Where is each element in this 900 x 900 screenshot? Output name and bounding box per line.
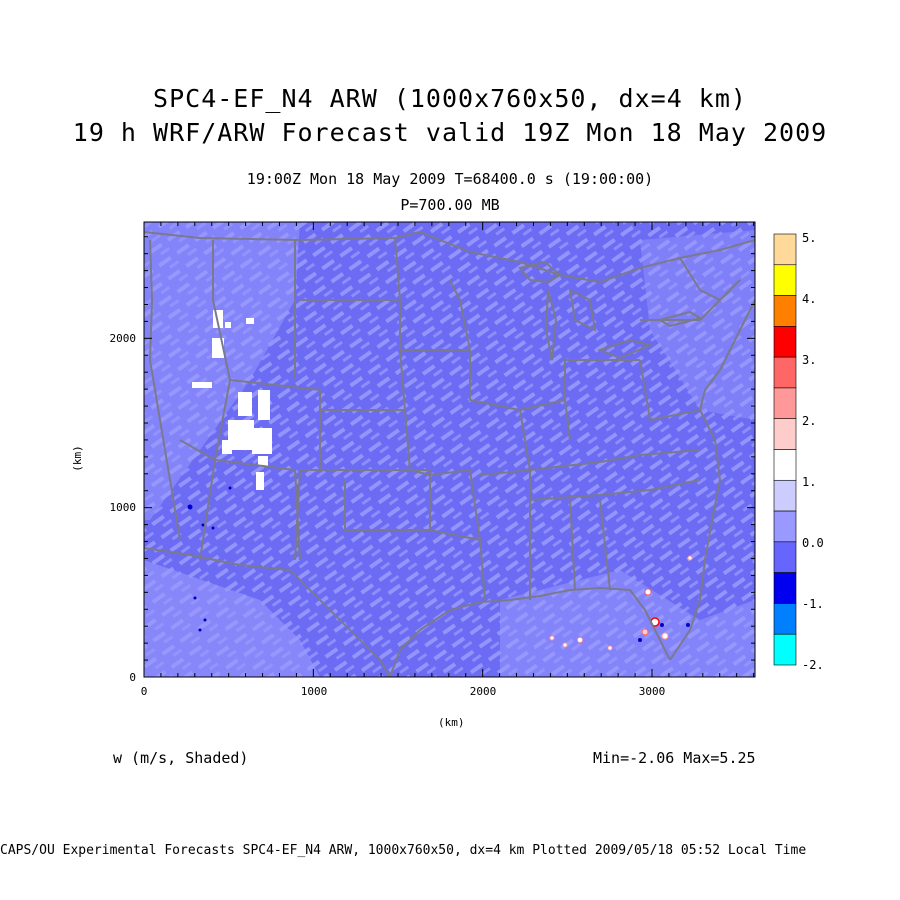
colorbar-label: 4. (802, 292, 816, 306)
y-axis-label: (km) (70, 445, 84, 472)
axis-ticks (143, 222, 755, 678)
colorbar-label: -1. (802, 597, 824, 611)
plot-title-line1: SPC4-EF_N4 ARW (1000x760x50, dx=4 km) (153, 84, 747, 113)
colorbar-label: -2. (802, 658, 824, 672)
northeast-light-field (640, 230, 755, 420)
footer-credits: CAPS/OU Experimental Forecasts SPC4-EF_N… (0, 843, 807, 858)
colorbar (773, 233, 797, 666)
x-axis-label: (km) (438, 716, 465, 729)
colorbar-label: 2. (802, 414, 816, 428)
colorbar-label: 3. (802, 353, 816, 367)
colorbar-label: 0.0 (802, 536, 824, 550)
plot-frame (143, 221, 756, 678)
colorbar-swatch (773, 603, 797, 635)
x-tick-label: 0 (141, 685, 148, 698)
southeast-light-field (500, 570, 755, 677)
western-light-field (144, 222, 300, 520)
x-tick-label: 2000 (470, 685, 497, 698)
southwest-light-field (144, 560, 320, 677)
colorbar-label: 1. (802, 475, 816, 489)
great-lakes (518, 260, 703, 361)
colorbar-swatch (773, 418, 797, 450)
y-tick-label: 2000 (110, 332, 137, 345)
map-area (144, 222, 755, 677)
updraft-patches (192, 310, 272, 490)
colorbar-label: 5. (802, 231, 816, 245)
plot-title-line2: 19 h WRF/ARW Forecast valid 19Z Mon 18 M… (72, 118, 828, 147)
y-tick-label: 1000 (110, 501, 137, 514)
colorbar-swatch (773, 449, 797, 481)
colorbar-swatch (773, 541, 797, 573)
colorbar-labels: 5. 4. 3. 2. 1. 0.0 -1. -2. (802, 231, 824, 672)
colorbar-swatch (773, 479, 797, 512)
y-tick-labels: 0 1000 2000 (110, 332, 137, 684)
downdraft-dots (187, 486, 690, 642)
field-label: w (m/s, Shaded) (113, 749, 249, 767)
colorbar-swatch (773, 233, 797, 266)
x-tick-label: 3000 (639, 685, 666, 698)
colorbar-swatch (773, 295, 797, 327)
colorbar-swatch (773, 326, 797, 358)
colorbar-swatch (773, 633, 797, 666)
colorbar-swatch (773, 356, 797, 389)
valid-time-subtitle: 19:00Z Mon 18 May 2009 T=68400.0 s (19:0… (246, 170, 654, 188)
min-max-label: Min=-2.06 Max=5.25 (593, 749, 756, 767)
colorbar-swatch (773, 264, 797, 296)
colorbar-swatch (773, 510, 797, 543)
x-tick-label: 1000 (301, 685, 328, 698)
x-tick-labels: 0 1000 2000 3000 (141, 685, 666, 698)
colorbar-swatch (773, 572, 797, 604)
pressure-level-label: P=700.00 MB (400, 196, 500, 214)
colorbar-swatch (773, 387, 797, 420)
y-tick-label: 0 (129, 671, 136, 684)
state-boundaries (144, 231, 755, 677)
